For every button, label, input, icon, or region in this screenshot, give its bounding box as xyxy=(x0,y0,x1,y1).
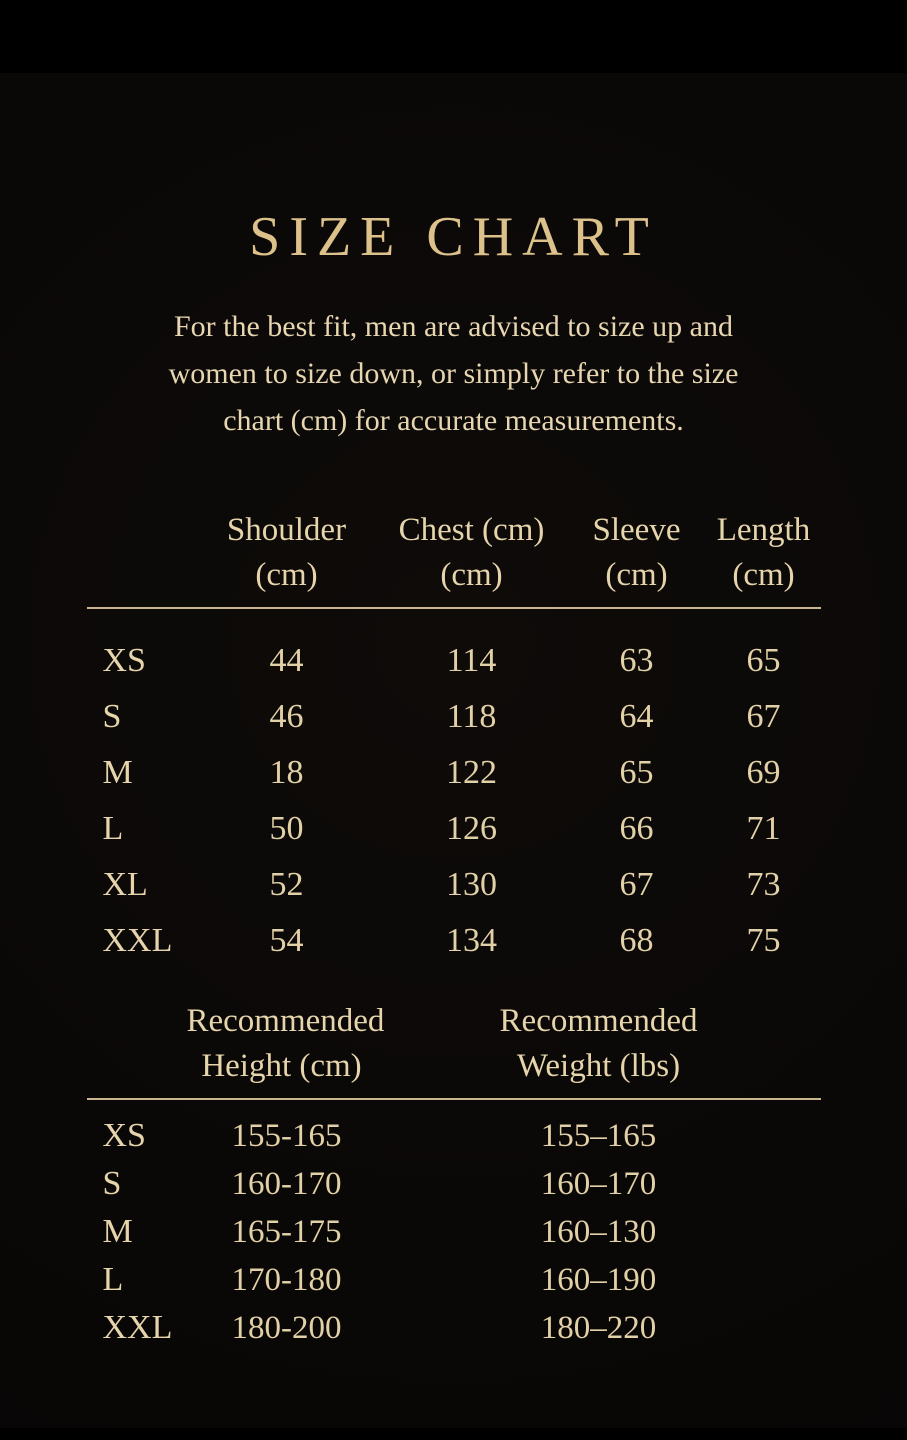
header-chest: Chest (cm) (cm) xyxy=(398,512,545,593)
table-row: L 50 126 66 71 xyxy=(102,810,781,847)
top-letterbox-bar xyxy=(0,0,907,73)
header-recommended-height: Recommended Height (cm) xyxy=(186,1003,385,1084)
subtitle-line: women to size down, or simply refer to t… xyxy=(168,357,739,390)
header-length: Length (cm) xyxy=(716,512,811,593)
recommendation-table-header: Recommended Height (cm) Recommended Weig… xyxy=(87,999,821,1089)
size-chart-panel: SIZE CHART For the best fit, men are adv… xyxy=(0,73,907,1428)
subtitle: For the best fit, men are advised to siz… xyxy=(0,303,907,444)
divider-line xyxy=(86,607,821,609)
table-row: XL 52 130 67 73 xyxy=(102,866,781,903)
measurements-table-header: Shoulder (cm) Chest (cm) (cm) Sleeve (cm… xyxy=(87,508,821,598)
table-row: XXL 54 134 68 75 xyxy=(102,922,781,959)
table-row: M 165-175 160–130 xyxy=(102,1213,657,1250)
table-row: XS 155-165 155–165 xyxy=(102,1117,657,1154)
header-recommended-weight: Recommended Weight (lbs) xyxy=(499,1003,698,1084)
subtitle-line: For the best fit, men are advised to siz… xyxy=(173,310,733,343)
table-row: M 18 122 65 69 xyxy=(102,754,781,791)
measurements-table-body: XS 44 114 63 65 S 46 118 64 67 M 18 122 xyxy=(87,633,821,969)
table-row: XXL 180-200 180–220 xyxy=(102,1309,657,1346)
subtitle-line: chart (cm) for accurate measurements. xyxy=(223,404,684,437)
bottom-letterbox-bar xyxy=(0,1428,907,1440)
table-row: S 46 118 64 67 xyxy=(102,698,781,735)
table-row: L 170-180 160–190 xyxy=(102,1261,657,1298)
divider-line xyxy=(86,1098,821,1100)
recommendation-table-body: XS 155-165 155–165 S 160-170 160–170 M 1… xyxy=(87,1112,821,1352)
table-row: S 160-170 160–170 xyxy=(102,1165,657,1202)
header-sleeve: Sleeve (cm) xyxy=(592,512,681,593)
measurements-table: Shoulder (cm) Chest (cm) (cm) Sleeve (cm… xyxy=(86,508,821,1352)
header-shoulder: Shoulder (cm) xyxy=(226,512,347,593)
table-row: XS 44 114 63 65 xyxy=(102,642,781,679)
page-title: SIZE CHART xyxy=(249,206,658,268)
